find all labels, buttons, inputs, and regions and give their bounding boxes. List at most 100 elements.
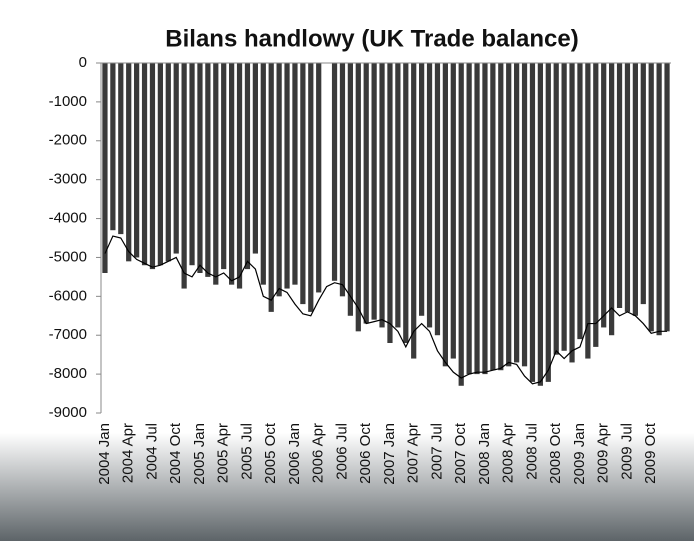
bar	[363, 63, 369, 324]
bar	[553, 63, 559, 355]
x-tick-label: 2004 Apr	[120, 423, 137, 483]
bar	[601, 63, 607, 328]
bar	[616, 63, 623, 308]
x-tick-label: 2005 Jul	[238, 423, 255, 480]
bar	[379, 63, 385, 328]
x-tick-label: 2008 Oct	[547, 422, 564, 484]
bar	[466, 63, 472, 375]
bar	[292, 63, 298, 285]
bar	[308, 63, 314, 312]
bar	[157, 63, 163, 266]
x-tick-label: 2008 Jan	[476, 423, 493, 485]
bar	[141, 63, 148, 266]
x-tick-label: 2007 Jan	[381, 423, 398, 485]
bar	[126, 63, 132, 262]
bar	[450, 63, 456, 359]
x-tick-label: 2009 Jul	[618, 423, 635, 480]
bar	[632, 63, 638, 316]
x-tick-label: 2004 Jan	[96, 423, 113, 485]
bar	[173, 63, 179, 254]
bar	[276, 63, 282, 297]
bar	[149, 63, 156, 270]
bar	[221, 63, 227, 270]
y-tick-label: 0	[79, 54, 87, 71]
bar	[403, 63, 409, 343]
y-tick-label: -3000	[49, 171, 87, 188]
bar	[268, 63, 274, 312]
x-tick-label: 2005 Oct	[262, 422, 279, 484]
x-tick-label: 2008 Apr	[500, 423, 517, 483]
bar	[316, 63, 322, 293]
bar	[252, 63, 258, 254]
x-tick-label: 2006 Apr	[310, 423, 327, 483]
bar	[134, 63, 140, 258]
chart-title: Bilans handlowy (UK Trade balance)	[165, 25, 578, 52]
bar	[244, 63, 251, 270]
bar	[458, 63, 464, 386]
bar	[474, 63, 480, 375]
x-tick-label: 2004 Jul	[143, 423, 160, 480]
bar	[355, 63, 361, 332]
x-tick-label: 2007 Oct	[452, 422, 469, 484]
bar	[640, 63, 646, 305]
x-tick-label: 2006 Jan	[286, 423, 303, 485]
bar	[213, 63, 219, 285]
bar	[498, 63, 504, 371]
bar	[585, 63, 591, 359]
bar	[434, 63, 441, 336]
bar	[181, 63, 187, 289]
x-tick-label: 2005 Apr	[215, 423, 232, 483]
bar	[371, 63, 377, 320]
bar	[189, 63, 195, 266]
bar	[624, 63, 631, 312]
bar	[347, 63, 353, 316]
bar	[118, 63, 124, 235]
bar	[165, 63, 171, 262]
bar	[236, 63, 243, 289]
y-tick-label: -2000	[49, 132, 87, 149]
x-tick-label: 2007 Jul	[428, 423, 445, 480]
bar	[205, 63, 211, 277]
y-tick-label: -9000	[49, 404, 87, 421]
bar	[482, 63, 488, 375]
bar	[593, 63, 599, 347]
bar	[577, 63, 583, 340]
y-tick-label: -8000	[49, 365, 87, 382]
x-tick-label: 2009 Jan	[571, 423, 588, 485]
bar	[339, 63, 346, 297]
bar	[110, 63, 116, 231]
bar	[260, 63, 266, 285]
bar	[514, 63, 520, 363]
bar	[419, 63, 425, 316]
bar	[442, 63, 448, 367]
bar	[537, 63, 543, 386]
bar	[529, 63, 536, 382]
bar	[284, 63, 290, 289]
bar	[609, 63, 615, 336]
x-tick-label: 2009 Apr	[595, 423, 612, 483]
x-tick-label: 2005 Jan	[191, 423, 208, 485]
x-tick-label: 2007 Apr	[405, 423, 422, 483]
bar	[229, 63, 235, 285]
y-tick-label: -1000	[49, 93, 87, 110]
bar	[102, 63, 108, 273]
bar	[656, 63, 662, 336]
y-tick-label: -5000	[49, 248, 87, 265]
bar	[648, 63, 654, 332]
bar	[426, 63, 433, 328]
y-tick-label: -4000	[49, 210, 87, 227]
bar	[331, 63, 338, 281]
x-tick-label: 2006 Jul	[333, 423, 350, 480]
x-tick-label: 2008 Jul	[523, 423, 540, 480]
bar	[395, 63, 401, 328]
bar	[506, 63, 512, 367]
line	[104, 235, 668, 385]
bar	[387, 63, 393, 343]
x-tick-label: 2006 Oct	[357, 422, 374, 484]
bar	[521, 63, 528, 367]
bar	[569, 63, 575, 363]
y-tick-label: -7000	[49, 326, 87, 343]
bar	[664, 63, 670, 332]
y-tick-label: -6000	[49, 287, 87, 304]
